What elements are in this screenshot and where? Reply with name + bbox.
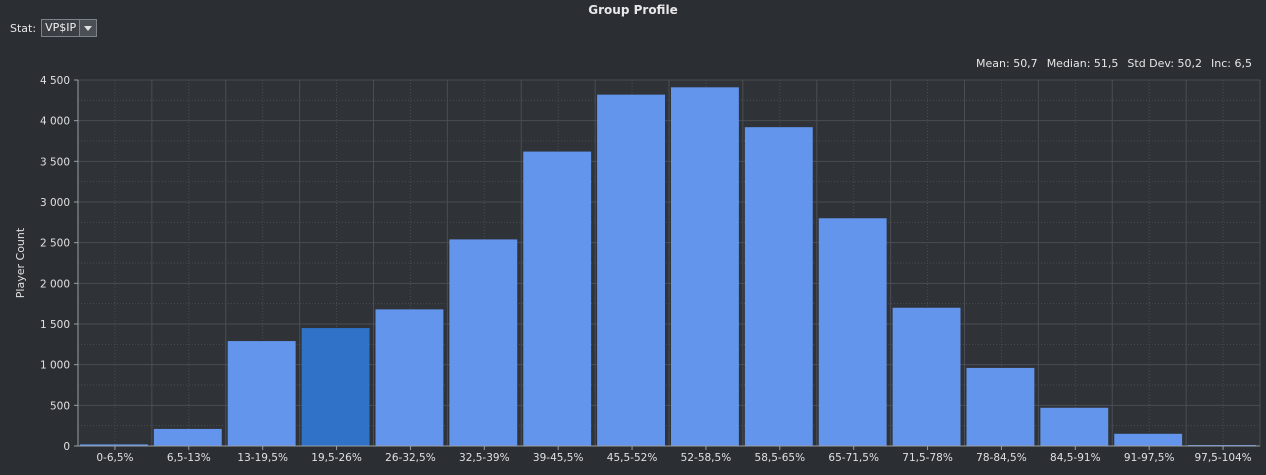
x-tick-label: 13-19,5%	[237, 452, 288, 464]
x-tick-label: 6,5-13%	[167, 452, 211, 464]
y-tick-label: 0	[63, 441, 70, 453]
y-tick-label: 2 000	[40, 278, 70, 290]
stat-dropdown[interactable]: VP$IP	[41, 19, 98, 37]
bar	[523, 151, 592, 446]
bar	[597, 94, 665, 446]
stat-label: Stat:	[10, 21, 37, 35]
x-tick-label: 97,5-104%	[1194, 452, 1251, 464]
x-tick-label: 65-71,5%	[828, 452, 879, 464]
bar	[892, 307, 961, 446]
bar	[153, 428, 222, 446]
x-tick-label: 39-45,5%	[533, 452, 584, 464]
y-tick-label: 3 000	[40, 197, 70, 209]
mean-stat: Mean: 50,7	[976, 57, 1038, 70]
x-tick-label: 58,5-65%	[755, 452, 806, 464]
x-tick-label: 71,5-78%	[902, 452, 953, 464]
x-tick-label: 19,5-26%	[311, 452, 362, 464]
inc-stat: Inc: 6,5	[1211, 57, 1252, 70]
bar	[966, 367, 1035, 446]
bar	[1040, 407, 1109, 446]
bar	[818, 218, 887, 446]
x-tick-label: 91-97,5%	[1124, 452, 1175, 464]
x-tick-label: 78-84,5%	[976, 452, 1027, 464]
y-tick-label: 4 000	[40, 116, 70, 128]
std-dev-stat: Std Dev: 50,2	[1127, 57, 1203, 70]
bar	[80, 444, 148, 446]
y-tick-label: 3 500	[40, 156, 70, 168]
y-tick-label: 2 500	[40, 238, 70, 250]
x-tick-label: 0-6,5%	[96, 452, 133, 464]
chart-title: Group Profile	[588, 3, 678, 17]
y-tick-label: 500	[50, 400, 70, 412]
bar	[671, 87, 739, 446]
dropdown-button[interactable]	[79, 20, 97, 36]
y-tick-label: 1 500	[40, 319, 70, 331]
y-axis-label: Player Count	[14, 227, 27, 298]
y-tick-label: 1 000	[40, 360, 70, 372]
bar	[449, 239, 518, 446]
x-tick-label: 84,5-91%	[1050, 452, 1101, 464]
bar	[227, 341, 296, 446]
bar	[1114, 433, 1183, 446]
stat-selector-row: Stat: VP$IP	[10, 18, 98, 38]
summary-stats: Mean: 50,7 Median: 51,5 Std Dev: 50,2 In…	[976, 57, 1252, 70]
x-tick-label: 52-58,5%	[681, 452, 732, 464]
chevron-down-icon	[84, 25, 93, 31]
bar	[301, 328, 370, 446]
x-tick-label: 45,5-52%	[607, 452, 658, 464]
bar	[375, 309, 444, 446]
x-tick-label: 26-32,5%	[385, 452, 436, 464]
bar	[744, 127, 813, 446]
y-tick-label: 4 500	[40, 75, 70, 87]
x-tick-label: 32,5-39%	[459, 452, 510, 464]
median-stat: Median: 51,5	[1046, 57, 1119, 70]
stat-dropdown-value: VP$IP	[45, 21, 77, 34]
